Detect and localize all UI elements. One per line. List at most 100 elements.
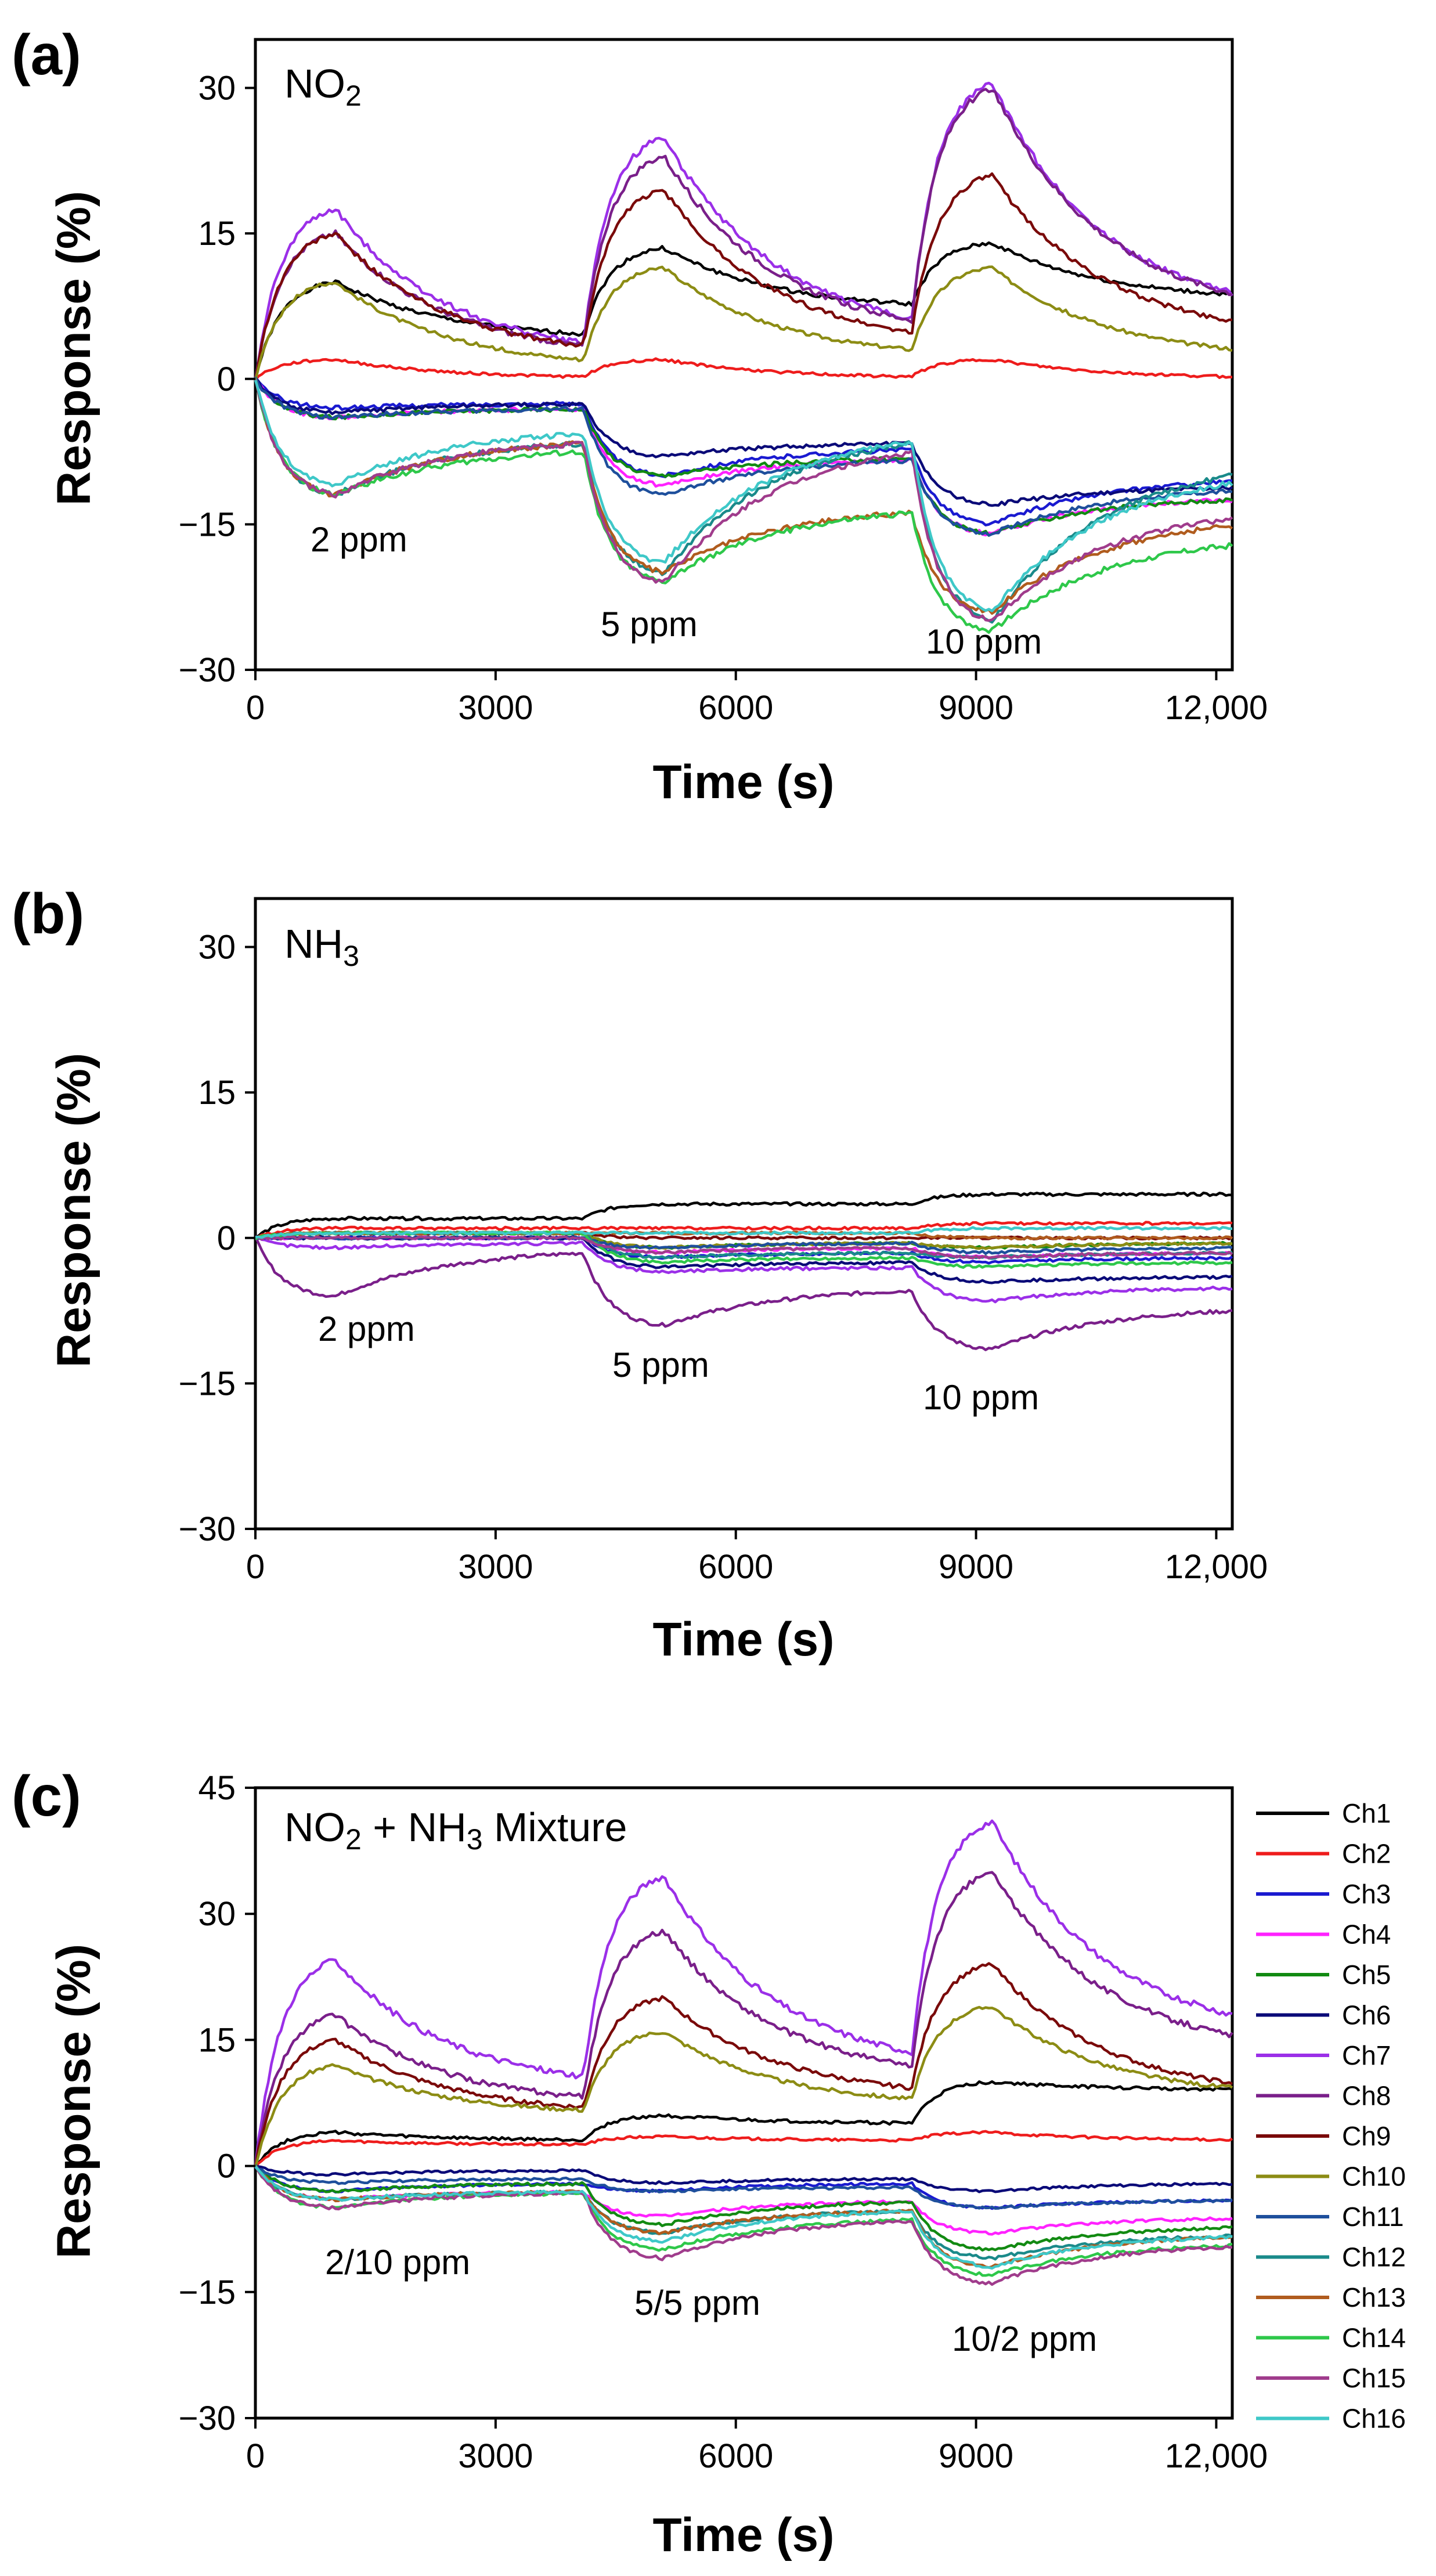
- series-ch11-line: [254, 2164, 1233, 2210]
- series-ch10-line: [254, 265, 1233, 381]
- x-tick-label: 0: [246, 2437, 265, 2475]
- series-ch7-line: [254, 1819, 1233, 2166]
- legend-label: Ch4: [1342, 1920, 1391, 1950]
- legend-label: Ch3: [1342, 1879, 1391, 1909]
- panel-a-ticks: 0 3000 6000 9000 12,000 30 15 0 −15 −30: [179, 70, 1268, 727]
- legend-label: Ch13: [1342, 2282, 1406, 2312]
- panel-a-plot-frame: [254, 38, 1234, 672]
- panel-b-plot-frame: [254, 897, 1234, 1531]
- series-ch6-line: [254, 377, 1233, 507]
- panel-c-x-axis-title: Time (s): [653, 2509, 835, 2561]
- y-tick-label: −15: [179, 1365, 236, 1402]
- panel-c-annotation-2-10ppm: 2/10 ppm: [325, 2243, 470, 2282]
- y-tick-label: 30: [198, 929, 236, 966]
- series-ch7-line: [254, 81, 1233, 380]
- x-tick-label: 9000: [939, 1548, 1013, 1586]
- series-ch16-line: [254, 380, 1233, 612]
- x-tick-label: 0: [246, 1548, 265, 1586]
- y-tick-label: 30: [198, 1895, 236, 1933]
- panel-a-y-axis-title: Response (%): [48, 191, 100, 506]
- y-tick-label: 45: [198, 1769, 236, 1807]
- panel-c-plot-frame: [254, 1786, 1234, 2420]
- y-tick-label: −30: [179, 651, 236, 689]
- panel-b-gas-label: NH3: [284, 921, 359, 972]
- series-ch14-line: [254, 378, 1233, 634]
- series-ch15-line: [255, 1235, 1233, 1260]
- panel-a-series-group: [254, 81, 1233, 634]
- series-ch11-line: [254, 376, 1233, 537]
- y-tick-label: −30: [179, 1510, 236, 1548]
- panel-b-annotation-2ppm: 2 ppm: [318, 1309, 415, 1348]
- series-ch2-line: [255, 1221, 1233, 1239]
- series-ch9-line: [254, 1962, 1233, 2168]
- x-tick-label: 0: [246, 689, 265, 727]
- series-ch1-line: [254, 2080, 1233, 2168]
- panel-c-annotation-5-5ppm: 5/5 ppm: [634, 2283, 760, 2322]
- legend-label: Ch12: [1342, 2242, 1406, 2272]
- y-tick-label: 30: [198, 70, 236, 107]
- x-tick-label: 3000: [458, 1548, 533, 1586]
- legend-label: Ch15: [1342, 2363, 1406, 2393]
- series-ch16-line: [254, 2166, 1233, 2270]
- series-ch2-line: [254, 2130, 1233, 2168]
- legend: Ch1 Ch2 Ch3 Ch4 Ch5 Ch6 Ch7 Ch8 Ch9 Ch10 Ch11 Ch12 C…: [1256, 1798, 1406, 2434]
- panel-b-annotation-10ppm: 10 ppm: [923, 1378, 1039, 1417]
- panel-a-x-axis-title: Time (s): [653, 756, 835, 809]
- panel-a-annotation-10ppm: 10 ppm: [926, 622, 1042, 661]
- y-tick-label: 15: [198, 1074, 236, 1112]
- series-ch1-line: [255, 1191, 1233, 1239]
- panel-b: (b) NH3 0 3000 6000 9000 12,000 30 15 0 −15 −30 R…: [12, 882, 1268, 1666]
- x-tick-label: 9000: [939, 689, 1013, 727]
- series-ch7-line: [255, 1235, 1233, 1304]
- legend-label: Ch14: [1342, 2323, 1406, 2353]
- x-tick-label: 12,000: [1165, 689, 1268, 727]
- legend-label: Ch6: [1342, 2000, 1391, 2030]
- legend-label: Ch1: [1342, 1798, 1391, 1828]
- y-tick-label: 0: [217, 1220, 236, 1257]
- y-tick-label: 0: [217, 2148, 236, 2185]
- legend-label: Ch8: [1342, 2081, 1391, 2111]
- panel-c-series-group: [254, 1819, 1233, 2286]
- y-tick-label: −30: [179, 2400, 236, 2437]
- series-ch3-line: [254, 376, 1233, 526]
- legend-label: Ch11: [1342, 2202, 1404, 2232]
- x-tick-label: 9000: [939, 2437, 1013, 2475]
- panel-a-annotation-5ppm: 5 ppm: [601, 605, 698, 644]
- legend-label: Ch16: [1342, 2404, 1406, 2434]
- panel-a-annotation-2ppm: 2 ppm: [311, 520, 407, 559]
- panel-b-ticks: 0 3000 6000 9000 12,000 30 15 0 −15 −30: [179, 929, 1268, 1586]
- panel-c-letter: (c): [12, 1764, 81, 1828]
- y-tick-label: 15: [198, 215, 236, 252]
- x-tick-label: 12,000: [1165, 1548, 1268, 1586]
- panel-b-x-axis-title: Time (s): [653, 1613, 835, 1666]
- series-ch6-line: [255, 2164, 1233, 2193]
- legend-label: Ch7: [1342, 2040, 1391, 2070]
- x-tick-label: 12,000: [1165, 2437, 1268, 2475]
- series-ch2-line: [254, 357, 1232, 381]
- y-tick-label: −15: [179, 2274, 236, 2311]
- panel-c-gas-label: NO2 + NH3 Mixture: [284, 1805, 627, 1856]
- panel-b-y-axis-title: Response (%): [48, 1053, 100, 1368]
- panel-c-annotation-10-2ppm: 10/2 ppm: [952, 2319, 1097, 2358]
- panel-c: (c) NO2 + NH3 Mixture 0 3000 6000 9000 12,00…: [12, 1764, 1268, 2561]
- x-tick-label: 3000: [458, 2437, 533, 2475]
- y-tick-label: −15: [179, 506, 236, 543]
- series-ch8-line: [254, 1871, 1233, 2167]
- series-ch1-line: [254, 241, 1233, 381]
- series-ch15-line: [254, 379, 1233, 622]
- series-ch4-line: [254, 377, 1233, 537]
- legend-label: Ch2: [1342, 1839, 1391, 1869]
- x-tick-label: 6000: [698, 1548, 773, 1586]
- panel-c-ticks: 0 3000 6000 9000 12,000 45 30 15 0 −15 −30: [179, 1769, 1268, 2475]
- x-tick-label: 6000: [698, 2437, 773, 2475]
- series-ch10-line: [254, 2005, 1233, 2168]
- panel-c-y-axis-title: Response (%): [48, 1944, 100, 2258]
- panel-b-series-group: [254, 1191, 1233, 1351]
- panel-b-letter: (b): [12, 882, 84, 946]
- y-tick-label: 0: [217, 360, 236, 398]
- panel-a: (a) NO2 0 3000 6000 9000 12,000 30 15 0 −15 −30 R…: [12, 23, 1268, 809]
- series-ch15-line: [254, 2165, 1232, 2286]
- series-ch8-line: [254, 88, 1233, 381]
- series-ch5-line: [254, 2164, 1233, 2252]
